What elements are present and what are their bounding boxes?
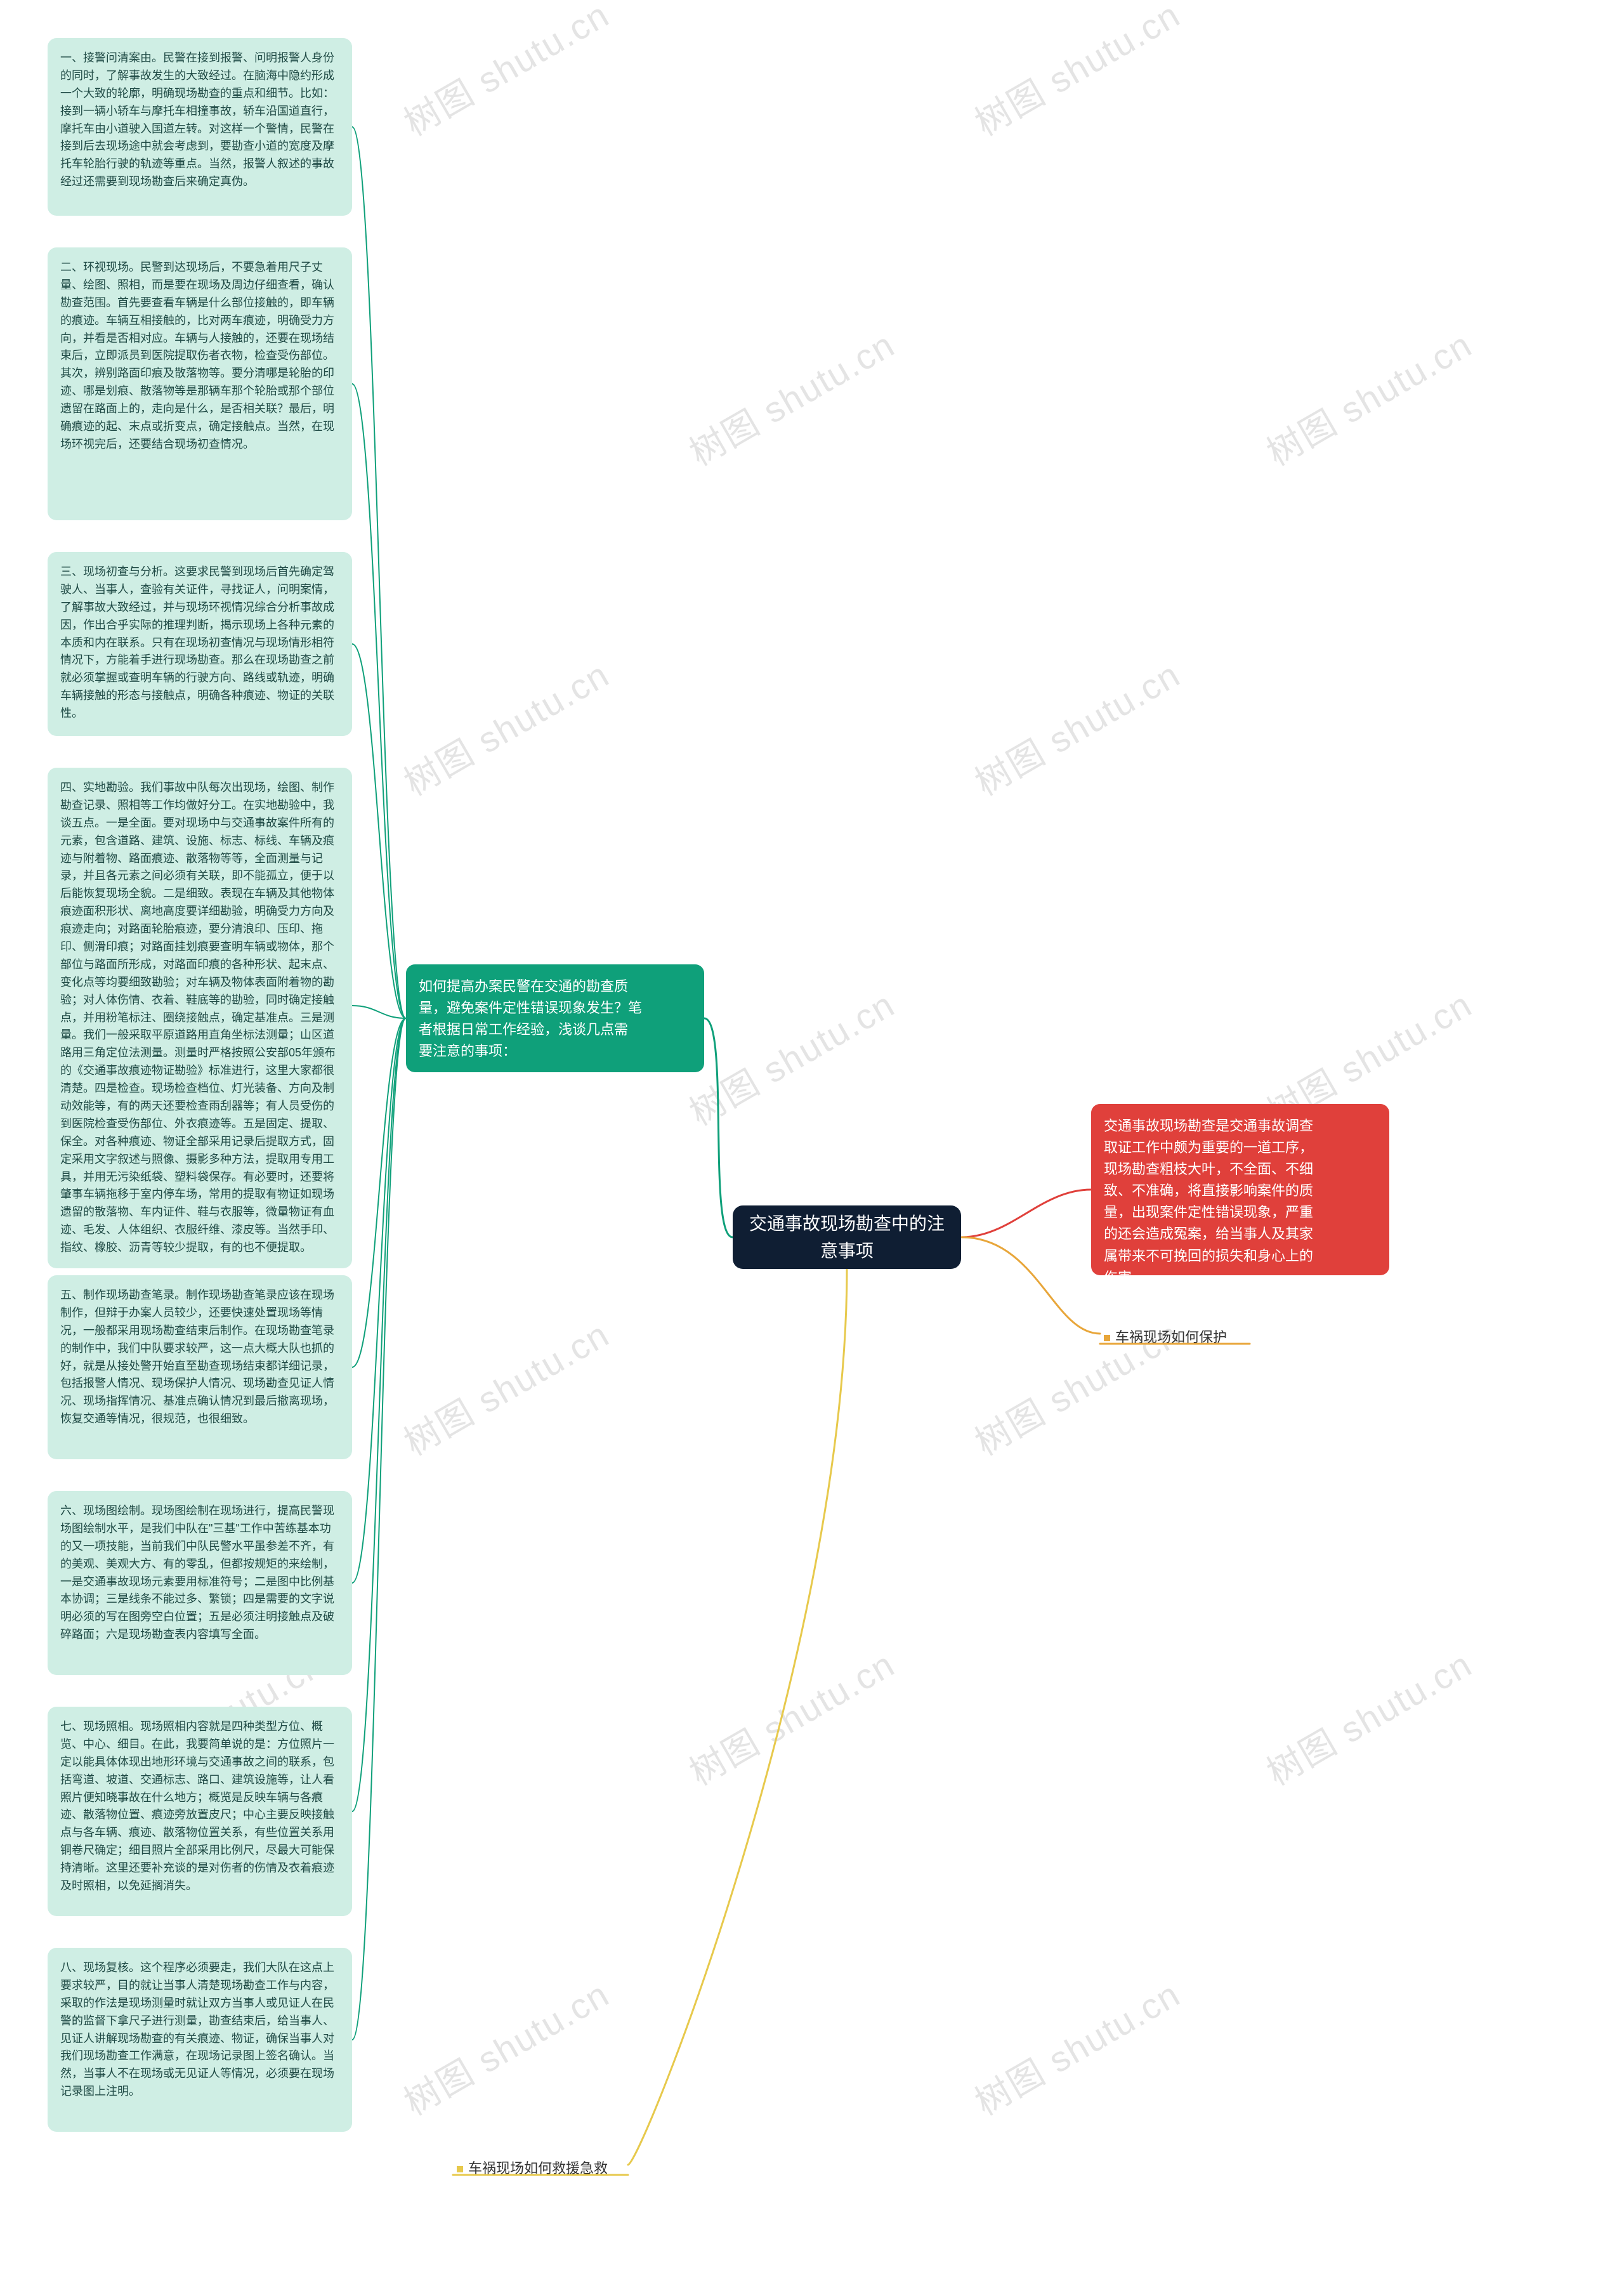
bullet-icon [1104, 1335, 1110, 1341]
detail-node-8[interactable]: 八、现场复核。这个程序必须要走，我们大队在这点上要求较严，目的就让当事人清楚现场… [48, 1948, 352, 2132]
watermark: 树图 shutu.cn [393, 1306, 617, 1466]
detail-node-text: 八、现场复核。这个程序必须要走，我们大队在这点上要求较严，目的就让当事人清楚现场… [60, 1961, 334, 2098]
root-node[interactable]: 交通事故现场勘查中的注 意事项 [733, 1205, 961, 1269]
watermark: 树图 shutu.cn [679, 317, 903, 476]
detail-node-text: 七、现场照相。现场照相内容就是四种类型方位、概览、中心、细目。在此，我要简单说的… [60, 1720, 334, 1892]
edge [352, 1006, 406, 1018]
watermark: 树图 shutu.cn [679, 976, 903, 1136]
summary-node-label: 交通事故现场勘查是交通事故调查 取证工作中颇为重要的一道工序， 现场勘查粗枝大叶… [1104, 1118, 1313, 1285]
detail-node-1[interactable]: 一、接警问清案由。民警在接到报警、问明报警人身份的同时，了解事故发生的大致经过。… [48, 38, 352, 216]
watermark: 树图 shutu.cn [1256, 1636, 1480, 1796]
detail-node-text: 六、现场图绘制。现场图绘制在现场进行，提高民警现场图绘制水平，是我们中队在"三基… [60, 1504, 334, 1641]
detail-node-text: 五、制作现场勘查笔录。制作现场勘查笔录应该在现场制作，但辩于办案人员较少，还要快… [60, 1289, 334, 1425]
detail-node-text: 二、环视现场。民警到达现场后，不要急着用尺子丈量、绘图、照相，而是要在现场及周边… [60, 261, 334, 450]
intro-node[interactable]: 如何提高办案民警在交通的勘查质 量，避免案件定性错误现象发生？笔 者根据日常工作… [406, 964, 704, 1072]
edge [352, 1018, 406, 1583]
edge [352, 1018, 406, 1367]
watermark: 树图 shutu.cn [393, 0, 617, 146]
sub-label-protect[interactable]: 车祸现场如何保护 [1104, 1326, 1227, 1346]
sub-label-text: 车祸现场如何保护 [1115, 1329, 1227, 1345]
watermark: 树图 shutu.cn [964, 0, 1188, 146]
detail-node-6[interactable]: 六、现场图绘制。现场图绘制在现场进行，提高民警现场图绘制水平，是我们中队在"三基… [48, 1491, 352, 1675]
edge [961, 1237, 1100, 1334]
intro-node-label: 如何提高办案民警在交通的勘查质 量，避免案件定性错误现象发生？笔 者根据日常工作… [419, 978, 642, 1059]
edge [961, 1190, 1091, 1237]
edge [704, 1018, 733, 1237]
sub-label-rescue[interactable]: 车祸现场如何救援急救 [457, 2157, 608, 2177]
detail-node-text: 三、现场初查与分析。这要求民警到现场后首先确定驾驶人、当事人，查验有关证件，寻找… [60, 565, 334, 719]
edge [628, 1269, 847, 2165]
bullet-icon [457, 2166, 463, 2172]
watermark: 树图 shutu.cn [1256, 317, 1480, 476]
detail-node-7[interactable]: 七、现场照相。现场照相内容就是四种类型方位、概览、中心、细目。在此，我要简单说的… [48, 1707, 352, 1916]
detail-node-2[interactable]: 二、环视现场。民警到达现场后，不要急着用尺子丈量、绘图、照相，而是要在现场及周边… [48, 247, 352, 520]
detail-node-5[interactable]: 五、制作现场勘查笔录。制作现场勘查笔录应该在现场制作，但辩于办案人员较少，还要快… [48, 1275, 352, 1459]
edge [352, 644, 406, 1018]
edge [352, 127, 406, 1018]
watermark: 树图 shutu.cn [679, 1636, 903, 1796]
detail-node-4[interactable]: 四、实地勘验。我们事故中队每次出现场，绘图、制作勘查记录、照相等工作均做好分工。… [48, 768, 352, 1268]
watermark: 树图 shutu.cn [393, 647, 617, 806]
edge [352, 384, 406, 1018]
detail-node-text: 一、接警问清案由。民警在接到报警、问明报警人身份的同时，了解事故发生的大致经过。… [60, 51, 334, 188]
watermark: 树图 shutu.cn [964, 1966, 1188, 2125]
edge [352, 1018, 406, 2040]
edge [352, 1018, 406, 1811]
detail-node-text: 四、实地勘验。我们事故中队每次出现场，绘图、制作勘查记录、照相等工作均做好分工。… [60, 781, 336, 1254]
watermark: 树图 shutu.cn [964, 647, 1188, 806]
detail-node-3[interactable]: 三、现场初查与分析。这要求民警到现场后首先确定驾驶人、当事人，查验有关证件，寻找… [48, 552, 352, 736]
watermark: 树图 shutu.cn [393, 1966, 617, 2125]
root-node-label: 交通事故现场勘查中的注 意事项 [749, 1210, 945, 1265]
sub-label-text: 车祸现场如何救援急救 [468, 2160, 608, 2176]
summary-node[interactable]: 交通事故现场勘查是交通事故调查 取证工作中颇为重要的一道工序， 现场勘查粗枝大叶… [1091, 1104, 1389, 1275]
